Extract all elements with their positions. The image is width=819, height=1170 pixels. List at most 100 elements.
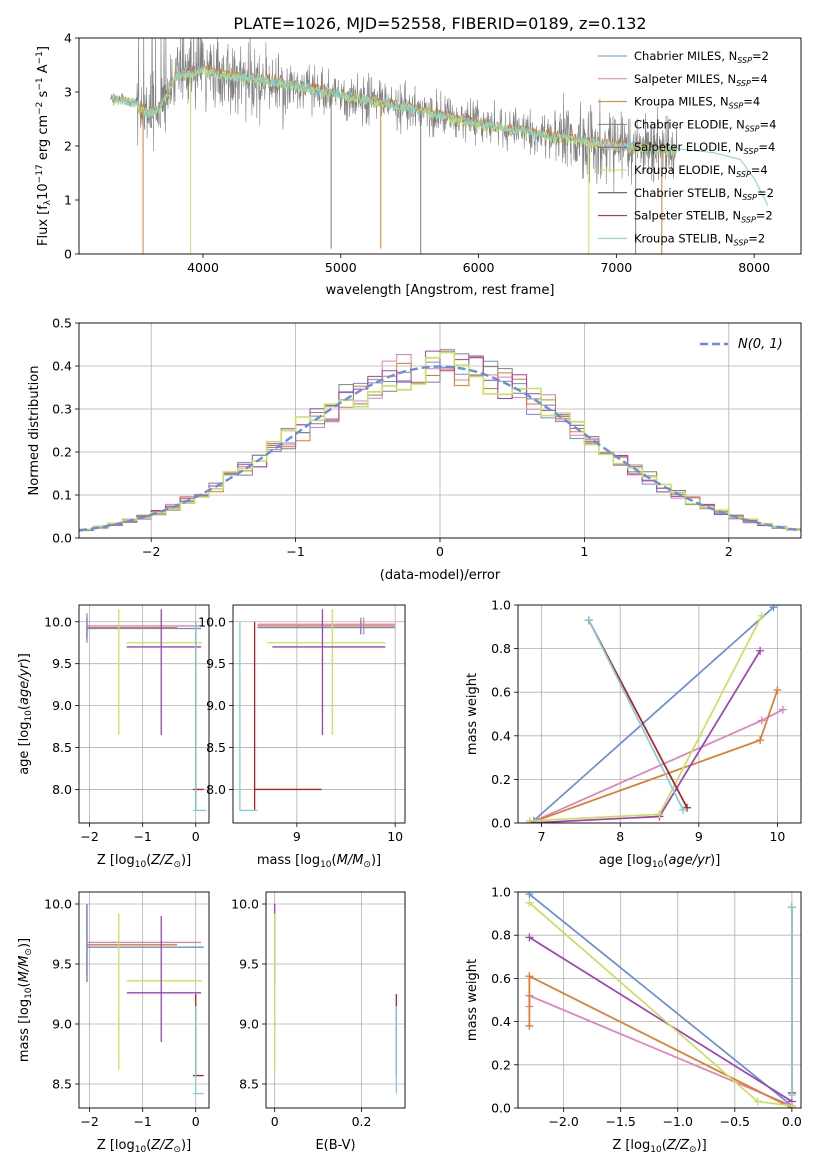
legend-label-suffix: =4 <box>760 117 777 131</box>
x-axis-label: mass [log10(M/M⊙)] <box>257 853 381 870</box>
weight-series-marker <box>525 892 534 899</box>
x-axis-label: age [log10(age/yr)] <box>599 853 721 870</box>
x-tick-label: 9 <box>293 829 301 844</box>
y-axis-label: mass weight <box>465 959 480 1041</box>
label-part: ⊙ <box>173 1145 181 1155</box>
y-tick-label: 1.0 <box>491 885 511 900</box>
x-tick-label: 8000 <box>738 260 770 275</box>
x-tick-label: −0.5 <box>720 1114 750 1129</box>
histogram-step <box>79 351 801 531</box>
x-tick-label: 4000 <box>187 260 219 275</box>
label-part: −1 <box>35 77 45 90</box>
x-axis-label: (data-model)/error <box>380 568 501 583</box>
legend-label-suffix: =4 <box>751 72 768 86</box>
label-part: 10 <box>24 710 34 722</box>
x-axis-label: wavelength [Angstrom, rest frame] <box>326 283 555 298</box>
label-part: Flux [f <box>36 205 51 246</box>
y-axis-label: age [log10(age/yr)] <box>17 653 34 775</box>
y-tick-label: 3 <box>64 85 72 100</box>
label-part: λ <box>43 199 53 205</box>
axes-frame <box>78 37 802 255</box>
label-part: ( <box>146 1138 151 1153</box>
y-tick-label: 9.5 <box>239 957 259 972</box>
legend-label-suffix: =2 <box>752 49 769 63</box>
weight-series-marker <box>773 686 782 695</box>
axes-frame <box>78 891 210 1109</box>
spectrum-model-line <box>112 65 677 155</box>
y-tick-label: 9.5 <box>52 656 72 671</box>
label-part: )] <box>181 1138 191 1153</box>
y-tick-label: 0.0 <box>52 531 72 546</box>
legend-label-prefix: Chabrier STELIB, N <box>634 186 742 200</box>
weight-series-line <box>528 902 793 1107</box>
label-part: −17 <box>35 164 45 183</box>
y-tick-label: 8.5 <box>52 1077 72 1092</box>
label-part: Z/Z <box>150 1138 174 1153</box>
weight-series-line <box>528 893 793 1107</box>
legend-label-sub: SSP <box>734 238 749 247</box>
legend-label: Kroupa ELODIE, NSSP=4 <box>634 163 768 179</box>
y-tick-label: 0.4 <box>491 728 511 743</box>
x-tick-label: −2 <box>80 829 98 844</box>
weight-series-marker <box>787 903 796 912</box>
legend-label: Chabrier MILES, NSSP=2 <box>634 49 769 65</box>
legend-label-prefix: Kroupa MILES, N <box>634 95 729 109</box>
weight-series-line <box>528 994 793 1107</box>
label-part: 10 <box>36 183 51 200</box>
y-tick-label: 0.6 <box>491 685 511 700</box>
spectrum-tail-line <box>676 148 769 206</box>
label-part: ( <box>146 853 151 868</box>
legend-label-sub: SSP <box>736 170 751 179</box>
label-part: mass [log <box>257 853 320 868</box>
label-part: s <box>36 90 51 101</box>
plot-area <box>79 605 209 823</box>
weight-series-marker <box>525 816 534 823</box>
x-tick-label: 0.0 <box>782 1114 802 1129</box>
weight-series-marker <box>757 611 766 620</box>
legend-label-prefix: Kroupa ELODIE, N <box>634 163 736 177</box>
label-part: ( <box>332 853 337 868</box>
legend-label: Salpeter MILES, NSSP=4 <box>634 72 768 88</box>
weight-series-line <box>529 689 779 823</box>
x-tick-label: 0 <box>436 544 444 559</box>
weight-series-line <box>588 619 684 811</box>
x-tick-label: 0 <box>192 829 200 844</box>
y-tick-label: 0.3 <box>52 402 72 417</box>
label-part: ( <box>662 1138 667 1153</box>
y-tick-label: 0.0 <box>491 816 511 831</box>
y-tick-label: 10.0 <box>198 614 226 629</box>
x-tick-label: 8 <box>616 829 624 844</box>
y-tick-label: 2 <box>64 139 72 154</box>
x-axis-label: Z [log10(Z/Z⊙)] <box>97 1138 191 1155</box>
y-tick-label: 0.1 <box>52 488 72 503</box>
y-axis-label: Normed distribution <box>27 366 42 496</box>
x-tick-label: 2 <box>725 544 733 559</box>
label-part: Z [log <box>97 1138 135 1153</box>
label-part: age [log <box>17 722 32 775</box>
legend-label: N(0, 1) <box>738 337 783 352</box>
axes-frame <box>232 604 406 824</box>
y-tick-label: 9.0 <box>52 1017 72 1032</box>
legend-label-sub: SSP <box>736 79 751 88</box>
plot-area <box>518 892 801 1108</box>
x-tick-label: 7000 <box>600 260 632 275</box>
axes-frame <box>78 322 802 539</box>
plot-area <box>79 892 209 1108</box>
weight-series-marker <box>525 1021 534 1030</box>
label-part: )] <box>710 853 720 868</box>
weight-series-marker <box>655 810 664 819</box>
plot-area <box>110 38 769 254</box>
y-tick-label: 8.5 <box>239 1077 259 1092</box>
y-tick-label: 0.0 <box>491 1101 511 1116</box>
y-tick-label: 9.0 <box>239 1017 259 1032</box>
legend-label-suffix: =4 <box>758 140 775 154</box>
label-part: 10 <box>24 987 34 999</box>
y-tick-label: 0.5 <box>52 316 72 331</box>
label-part: M/M <box>337 853 364 868</box>
legend-label-sub: SSP <box>741 216 756 225</box>
label-part: 10 <box>135 1145 147 1155</box>
axes-frame <box>78 604 210 824</box>
